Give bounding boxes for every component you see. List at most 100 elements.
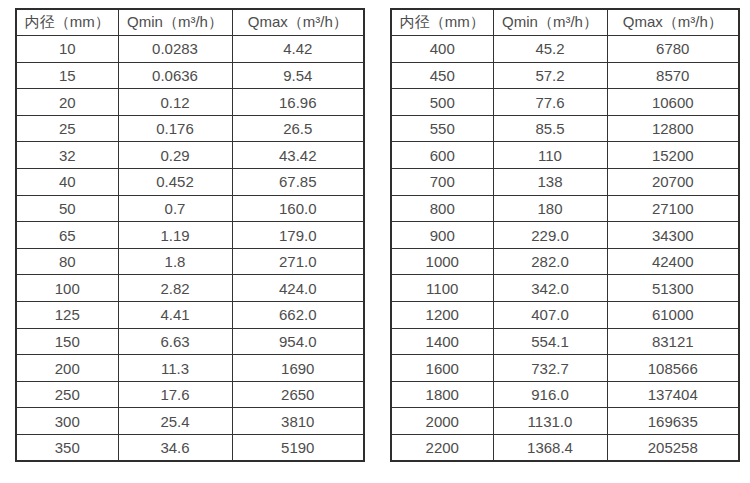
table-cell: 1690 [232, 355, 364, 382]
table-row: 45057.28570 [391, 62, 739, 89]
table-cell: 85.5 [493, 115, 607, 142]
table-row: 1600732.7108566 [391, 355, 739, 382]
table-row: 200.1216.96 [16, 89, 364, 116]
table-row: 900229.034300 [391, 222, 739, 249]
table-cell: 51300 [607, 275, 739, 302]
table-row: 22001368.4205258 [391, 435, 739, 462]
table-row: 50077.610600 [391, 89, 739, 116]
table-cell: 80 [16, 248, 118, 275]
table-cell: 1400 [391, 328, 493, 355]
table-cell: 0.0283 [118, 36, 232, 63]
table-cell: 77.6 [493, 89, 607, 116]
table-cell: 0.0636 [118, 62, 232, 89]
table-row: 150.06369.54 [16, 62, 364, 89]
table-cell: 169635 [607, 408, 739, 435]
table-cell: 271.0 [232, 248, 364, 275]
table-cell: 954.0 [232, 328, 364, 355]
table-cell: 50 [16, 195, 118, 222]
table-cell: 9.54 [232, 62, 364, 89]
table-row: 1200407.061000 [391, 302, 739, 329]
table-cell: 1368.4 [493, 435, 607, 462]
table-cell: 554.1 [493, 328, 607, 355]
table-cell: 16.96 [232, 89, 364, 116]
table-cell: 200 [16, 355, 118, 382]
table-cell: 2650 [232, 381, 364, 408]
table-cell: 15200 [607, 142, 739, 169]
table-cell: 138 [493, 169, 607, 196]
table-row: 70013820700 [391, 169, 739, 196]
table-cell: 1100 [391, 275, 493, 302]
table-cell: 300 [16, 408, 118, 435]
table-cell: 108566 [607, 355, 739, 382]
table-row: 1000282.042400 [391, 248, 739, 275]
table-cell: 4.42 [232, 36, 364, 63]
header-cell: Qmin（m³/h） [493, 9, 607, 36]
table-row: 651.19179.0 [16, 222, 364, 249]
table-row: 1506.63954.0 [16, 328, 364, 355]
table-cell: 400 [391, 36, 493, 63]
table-cell: 17.6 [118, 381, 232, 408]
table-cell: 2.82 [118, 275, 232, 302]
table-row: 25017.62650 [16, 381, 364, 408]
flow-rate-table-large-diameters: 内径（mm）Qmin（m³/h）Qmax（m³/h） 40045.2678045… [390, 8, 740, 462]
table-cell: 0.176 [118, 115, 232, 142]
table-row: 250.17626.5 [16, 115, 364, 142]
table-cell: 32 [16, 142, 118, 169]
table-row: 35034.65190 [16, 435, 364, 462]
table-cell: 160.0 [232, 195, 364, 222]
table-cell: 4.41 [118, 302, 232, 329]
table-row: 320.2943.42 [16, 142, 364, 169]
table-cell: 916.0 [493, 381, 607, 408]
table-cell: 15 [16, 62, 118, 89]
table-cell: 45.2 [493, 36, 607, 63]
header-cell: 内径（mm） [16, 9, 118, 36]
table-row: 100.02834.42 [16, 36, 364, 63]
table-cell: 732.7 [493, 355, 607, 382]
table-cell: 27100 [607, 195, 739, 222]
tables-row: 内径（mm）Qmin（m³/h）Qmax（m³/h） 100.02834.421… [15, 8, 740, 462]
table-cell: 3810 [232, 408, 364, 435]
table-cell: 10 [16, 36, 118, 63]
table-cell: 424.0 [232, 275, 364, 302]
table-cell: 34300 [607, 222, 739, 249]
table-cell: 0.7 [118, 195, 232, 222]
table-cell: 100 [16, 275, 118, 302]
table-cell: 662.0 [232, 302, 364, 329]
table-row: 500.7160.0 [16, 195, 364, 222]
table-cell: 1000 [391, 248, 493, 275]
table-cell: 229.0 [493, 222, 607, 249]
table-row: 801.8271.0 [16, 248, 364, 275]
table-cell: 34.6 [118, 435, 232, 462]
table-cell: 500 [391, 89, 493, 116]
table-row: 1100342.051300 [391, 275, 739, 302]
table-row: 400.45267.85 [16, 169, 364, 196]
table-cell: 1131.0 [493, 408, 607, 435]
table-cell: 450 [391, 62, 493, 89]
header-cell: 内径（mm） [391, 9, 493, 36]
table-cell: 1.8 [118, 248, 232, 275]
table-cell: 600 [391, 142, 493, 169]
table-cell: 110 [493, 142, 607, 169]
table-cell: 83121 [607, 328, 739, 355]
table-cell: 550 [391, 115, 493, 142]
table-cell: 179.0 [232, 222, 364, 249]
table-cell: 40 [16, 169, 118, 196]
table-cell: 67.85 [232, 169, 364, 196]
header-cell: Qmin（m³/h） [118, 9, 232, 36]
table-cell: 10600 [607, 89, 739, 116]
table-cell: 342.0 [493, 275, 607, 302]
table-cell: 2000 [391, 408, 493, 435]
table-cell: 11.3 [118, 355, 232, 382]
header-cell: Qmax（m³/h） [607, 9, 739, 36]
table-cell: 180 [493, 195, 607, 222]
table-row: 1002.82424.0 [16, 275, 364, 302]
table-cell: 0.452 [118, 169, 232, 196]
table-row: 80018027100 [391, 195, 739, 222]
table-cell: 1800 [391, 381, 493, 408]
table-cell: 5190 [232, 435, 364, 462]
table-cell: 43.42 [232, 142, 364, 169]
table-cell: 282.0 [493, 248, 607, 275]
table-row: 1254.41662.0 [16, 302, 364, 329]
table-cell: 205258 [607, 435, 739, 462]
table-row: 30025.43810 [16, 408, 364, 435]
